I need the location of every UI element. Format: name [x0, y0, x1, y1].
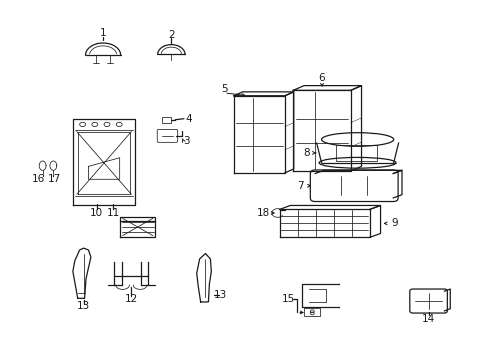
Text: 11: 11: [106, 208, 120, 218]
Text: 4: 4: [185, 114, 192, 124]
Text: 13: 13: [76, 301, 89, 311]
Text: 10: 10: [90, 208, 103, 218]
Text: 13: 13: [213, 290, 226, 300]
Text: 3: 3: [183, 136, 189, 146]
Text: 5: 5: [220, 84, 227, 94]
Bar: [161, 117, 171, 123]
Text: 7: 7: [297, 181, 303, 191]
Text: 14: 14: [421, 314, 434, 324]
Text: 9: 9: [390, 219, 397, 228]
Bar: [335, 145, 376, 161]
Text: 2: 2: [168, 30, 174, 40]
Text: 8: 8: [303, 148, 309, 158]
Text: 17: 17: [48, 174, 61, 184]
Text: 6: 6: [318, 73, 325, 83]
Text: 12: 12: [124, 294, 138, 305]
Text: 16: 16: [32, 174, 45, 184]
Text: 15: 15: [281, 294, 294, 304]
Bar: [304, 309, 320, 316]
Text: 1: 1: [100, 28, 106, 38]
Text: 18: 18: [256, 208, 269, 218]
